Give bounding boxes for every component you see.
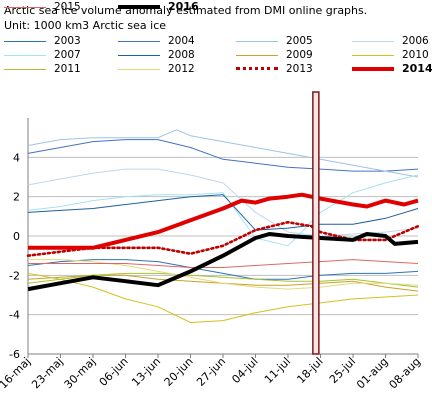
legend-swatch [4,41,46,42]
legend-label: 2010 [402,49,429,61]
legend-swatch [236,41,278,42]
legend-label: 2009 [286,49,313,61]
x-tick-label: 01-aug [354,355,391,392]
legend-swatch [4,69,46,70]
x-tick-label: 20-jun [162,355,196,389]
x-tick-label: 23-maj [29,355,65,391]
legend-label: 2013 [286,63,313,75]
x-tick-label: 13-jun [129,355,163,389]
legend-swatch [352,67,394,71]
x-tick-label: 30-maj [62,355,98,391]
legend-swatch [352,41,394,42]
y-tick-label: -6 [9,348,20,361]
y-tick-label: 0 [13,230,20,243]
series-line-2005 [27,129,419,178]
legend-label: 2005 [286,35,313,47]
legend-swatch [118,69,160,70]
chart-subtitle: Unit: 1000 km3 Arctic sea ice [4,19,167,32]
x-tick-label: 18-jul [294,355,325,386]
x-tick-label: 06-jun [97,355,131,389]
legend-swatch [118,41,160,42]
legend-swatch [118,5,160,9]
series-line-2004 [27,139,419,172]
x-tick-label: 11-jul [262,355,293,386]
chart-title: Arctic sea ice volume anomaly estimated … [4,4,368,17]
x-tick-label: 25-jul [327,355,358,386]
series-line-2016 [27,232,419,292]
series-line-2003 [27,259,419,280]
legend-label: 2007 [54,49,81,61]
legend-swatch [118,55,160,56]
legend-label: 2003 [54,35,81,47]
legend-label: 2015 [54,1,81,13]
legend-swatch [4,7,46,8]
legend-label: 2014 [402,62,432,75]
legend-swatch [352,55,394,56]
series-line-2011 [27,272,419,288]
series-line-2008 [27,194,419,231]
legend-label: 2016 [168,0,199,13]
series-line-2015 [28,259,419,268]
series-line-2006 [27,168,419,237]
legend-label: 2008 [168,49,195,61]
y-tick-label: 2 [13,191,20,204]
legend-label: 2006 [402,35,429,47]
legend-swatch [236,67,278,70]
legend-swatch [4,55,46,56]
series-line-2014 [28,192,419,250]
legend-label: 2004 [168,35,195,47]
current-date-marker [312,91,320,355]
y-tick-label: 4 [13,151,20,164]
x-tick-label: 27-jun [194,355,228,389]
x-tick-label: 04-jul [229,355,260,386]
y-tick-label: -2 [9,269,20,282]
legend-label: 2012 [168,63,195,75]
series-line-2012 [28,259,419,290]
y-tick-label: -4 [9,309,20,322]
x-tick-label: 08-aug [387,355,424,392]
series-line-2007 [27,174,419,247]
legend-label: 2011 [54,63,81,75]
legend-swatch [236,55,278,56]
series-line-2010 [27,272,419,323]
